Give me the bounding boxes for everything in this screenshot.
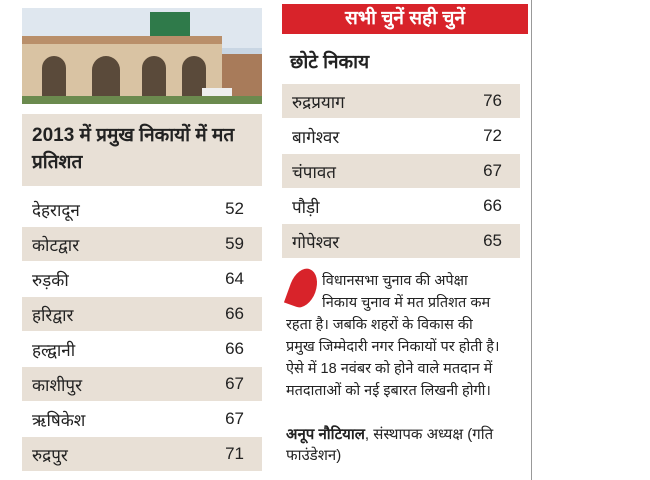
place-name: हरिद्वार [32,305,74,325]
place-name: देहरादून [32,200,80,220]
place-name: पौड़ी [292,197,320,217]
vote-percent: 72 [483,126,502,145]
place-name: रुद्रपुर [32,445,68,465]
table-row: देहरादून 52 [22,192,262,226]
place-name: हल्द्वानी [32,340,76,360]
right-table-title: छोटे निकाय [290,52,370,73]
author-role: , संस्थापक अध्यक्ष (गति फाउंडेशन) [286,426,494,464]
photo [22,8,262,104]
table-row: रुड़की 64 [22,262,262,296]
vote-percent: 59 [225,234,244,253]
table-row: हरिद्वार 66 [22,297,262,331]
quote-line: निकाय चुनाव में मत प्रतिशत कम [322,295,491,311]
table-row: हल्द्वानी 66 [22,332,262,366]
place-name: ऋषिकेश [32,410,86,430]
vote-percent: 76 [483,91,502,110]
quote-line: मतदाताओं को नई इबारत लिखनी होगी। [286,383,491,399]
banner: सभी चुनें सही चुनें [282,4,528,34]
place-name: काशीपुर [32,375,83,395]
vote-percent: 65 [483,231,502,250]
table-row: ऋषिकेश 67 [22,402,262,436]
quote-line: ऐसे में 18 नवंबर को होने वाले मतदान में [286,361,493,377]
author-name: अनूप नौटियाल [286,426,365,443]
place-name: गोपेश्वर [292,232,340,252]
vote-percent: 67 [225,374,244,393]
table-row: चंपावत 67 [282,154,520,188]
vote-percent: 66 [225,339,244,358]
table-row: रुद्रप्रयाग 76 [282,84,520,118]
place-name: कोटद्वार [32,235,80,255]
place-name: चंपावत [292,162,336,182]
vote-percent: 66 [225,304,244,323]
table-row: पौड़ी 66 [282,189,520,223]
divider [531,0,532,480]
vote-percent: 67 [225,409,244,428]
table-row: रुद्रपुर 71 [22,437,262,471]
place-name: रुड़की [32,270,69,290]
table-row: बागेश्वर 72 [282,119,520,153]
vote-percent: 64 [225,269,244,288]
vote-percent: 52 [225,199,244,218]
vote-percent: 71 [225,444,244,463]
table-row: गोपेश्वर 65 [282,224,520,258]
quote-line: विधानसभा चुनाव की अपेक्षा [322,273,468,289]
quote-line: रहता है। जबकि शहरों के विकास की [286,317,473,333]
table-row: कोटद्वार 59 [22,227,262,261]
quote-author: अनूप नौटियाल, संस्थापक अध्यक्ष (गति फाउं… [286,424,526,466]
place-name: रुद्रप्रयाग [292,92,345,112]
table-row: काशीपुर 67 [22,367,262,401]
quote-mark [283,264,323,312]
vote-percent: 66 [483,196,502,215]
quote-line: प्रमुख जिम्मेदारी नगर निकायों पर होती है… [286,339,500,355]
vote-percent: 67 [483,161,502,180]
left-table-title: 2013 में प्रमुख निकायों में मत प्रतिशत [22,114,262,186]
place-name: बागेश्वर [292,127,340,147]
